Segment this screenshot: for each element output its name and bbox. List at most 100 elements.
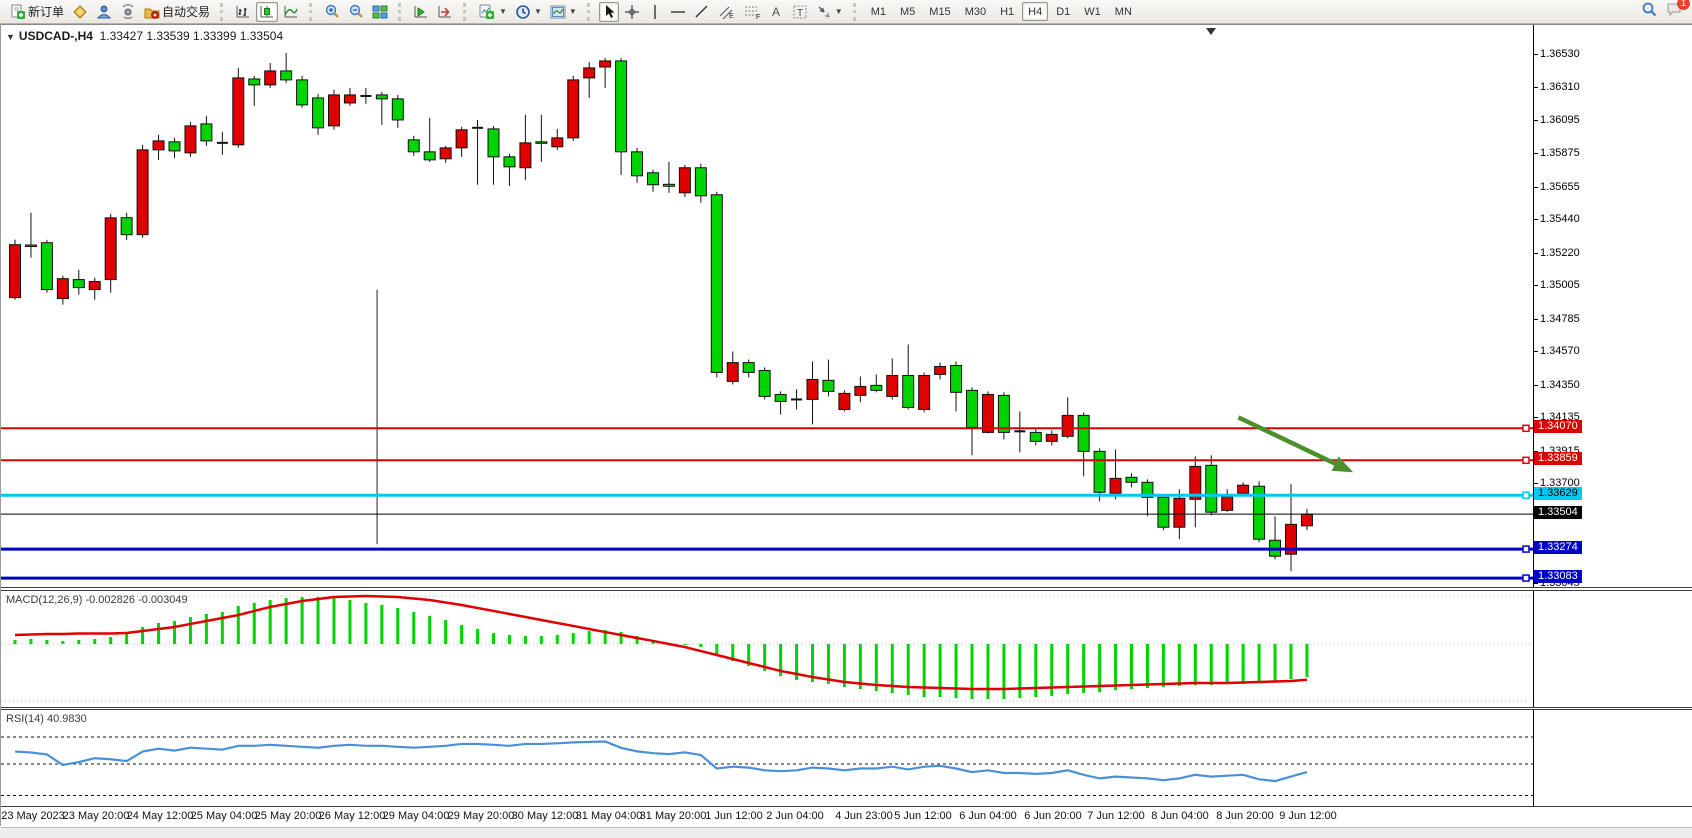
pane-separator[interactable] (1, 587, 1692, 591)
pane-separator[interactable] (1, 707, 1692, 710)
tile-windows-button[interactable] (369, 2, 391, 22)
time-label: 23 May 2023 (1, 810, 65, 822)
zoom-out-button[interactable] (345, 2, 367, 22)
horizontal-line-button[interactable] (667, 2, 689, 22)
indicators-icon (478, 4, 496, 20)
trendline-button[interactable] (691, 2, 713, 22)
toolbar-right: 1 (1641, 0, 1690, 23)
price-tick: 1.35875 (1534, 147, 1580, 160)
horizontal-line-icon (670, 6, 686, 18)
svg-text:T: T (797, 8, 803, 19)
dropdown-caret-icon: ▼ (533, 7, 542, 16)
time-label: 5 Jun 12:00 (894, 810, 952, 822)
time-label: 1 Jun 12:00 (705, 810, 763, 822)
price-tick: 1.36095 (1534, 114, 1580, 126)
periods-button[interactable]: ▼ (512, 2, 545, 22)
time-label: 26 May 12:00 (318, 810, 386, 822)
time-label: 2 Jun 04:00 (766, 810, 824, 822)
price-pane[interactable]: ▼ USDCAD-,H4 1.33427 1.33539 1.33399 1.33… (1, 25, 1692, 589)
search-icon[interactable] (1641, 1, 1658, 23)
text-label-button[interactable]: T (789, 2, 811, 22)
time-label: 8 Jun 20:00 (1216, 810, 1274, 822)
rsi-label: RSI(14) 40.9830 (6, 713, 87, 725)
new-order-button[interactable]: 新订单 (7, 2, 67, 22)
status-strip (1, 827, 1692, 838)
market-watch-icon (72, 4, 88, 20)
price-tick: 1.33700 (1534, 477, 1580, 490)
chart-shift-button[interactable] (434, 2, 456, 22)
indicators-button[interactable]: ▼ (475, 2, 510, 22)
toolbar-group-objects: E F A T ▼ (596, 1, 849, 22)
tab-timeframe-h4[interactable]: H4 (1022, 2, 1049, 21)
macd-pane[interactable]: MACD(12,26,9) -0.002826 -0.003049 0.0040… (1, 591, 1692, 707)
dropdown-caret-icon: ▼ (568, 7, 577, 16)
cursor-button[interactable] (598, 1, 619, 22)
arrows-icon (816, 4, 832, 20)
time-axis[interactable]: 23 May 2023 23 May 20:00 24 May 12:00 25 Ma… (1, 807, 1692, 827)
time-label: 9 Jun 12:00 (1279, 810, 1337, 822)
tab-timeframe-m1[interactable]: M1 (870, 5, 886, 18)
svg-text:F: F (756, 14, 760, 20)
arrows-button[interactable]: ▼ (813, 2, 846, 22)
line-chart-button[interactable] (280, 2, 302, 22)
rsi-pane[interactable]: RSI(14) 40.9830 1008050150 (1, 710, 1692, 806)
time-label: 6 Jun 20:00 (1024, 810, 1082, 822)
crosshair-button[interactable] (621, 2, 643, 22)
line-chart-icon (283, 4, 299, 20)
macd-axis-line (1533, 591, 1534, 707)
pane-separator (1, 806, 1692, 807)
bar-chart-button[interactable] (232, 2, 254, 22)
hline-price-label: 1.33083 (1534, 570, 1582, 584)
price-tick: 1.34350 (1534, 378, 1580, 391)
price-tick: 1.35440 (1534, 213, 1580, 226)
price-tick: 1.36310 (1534, 81, 1580, 94)
fibonacci-button[interactable]: F (741, 2, 765, 22)
chart-window: ▼ USDCAD-,H4 1.33427 1.33539 1.33399 1.33… (0, 24, 1692, 838)
toolbar-group-trade: 新订单 自动交易 (4, 2, 216, 22)
signal-icon (120, 3, 136, 20)
channel-button[interactable]: E (715, 2, 739, 22)
macd-chart (1, 594, 1533, 702)
notifications-button[interactable]: 1 (1666, 0, 1690, 22)
candlestick-button[interactable] (256, 1, 279, 22)
tab-timeframe-m30[interactable]: M30 (964, 5, 987, 18)
new-order-label: 新订单 (28, 5, 65, 19)
tab-timeframe-h1[interactable]: H1 (1000, 5, 1015, 18)
tab-timeframe-m5[interactable]: M5 (900, 5, 916, 18)
toolbar-separator (398, 2, 403, 21)
clock-icon (515, 4, 531, 20)
time-label: 29 May 04:00 (382, 810, 450, 822)
navigator-button[interactable] (117, 2, 139, 22)
toolbar-separator (852, 2, 858, 21)
ohlc-readout: 1.33427 1.33539 1.33399 1.33504 (99, 29, 284, 43)
toolbar-group-charttype (229, 1, 305, 22)
time-label: 24 May 12:00 (126, 810, 194, 822)
tab-timeframe-m15[interactable]: M15 (929, 5, 951, 18)
autotrade-button[interactable]: 自动交易 (141, 2, 213, 22)
tab-timeframe-w1[interactable]: W1 (1084, 5, 1101, 18)
chart-title[interactable]: ▼ USDCAD-,H4 1.33427 1.33539 1.33399 1.33… (6, 29, 283, 43)
zoom-in-icon (324, 4, 340, 20)
time-label: 31 May 04:00 (575, 810, 643, 822)
candlestick-chart[interactable] (1, 25, 1533, 587)
autoscroll-button[interactable] (410, 2, 432, 22)
tab-timeframe-mn[interactable]: MN (1114, 5, 1132, 18)
equidistant-channel-icon: E (718, 4, 736, 20)
text-button[interactable]: A (767, 2, 787, 22)
new-order-icon (10, 4, 26, 20)
templates-button[interactable]: ▼ (547, 2, 580, 22)
autotrade-icon (144, 4, 160, 20)
data-window-button[interactable] (93, 2, 115, 22)
zoom-in-button[interactable] (321, 2, 343, 22)
autotrade-label: 自动交易 (162, 5, 211, 19)
price-tick: 1.35655 (1534, 180, 1580, 193)
vertical-line-button[interactable] (645, 2, 665, 22)
tab-timeframe-d1[interactable]: D1 (1056, 5, 1071, 18)
market-watch-button[interactable] (69, 2, 91, 22)
time-label: 30 May 12:00 (511, 810, 579, 822)
crosshair-icon (624, 4, 640, 20)
hline-price-label: 1.33629 (1534, 487, 1582, 501)
toolbar-group-zoom (318, 2, 394, 22)
svg-text:E: E (729, 13, 734, 20)
rsi-chart (1, 736, 1533, 796)
